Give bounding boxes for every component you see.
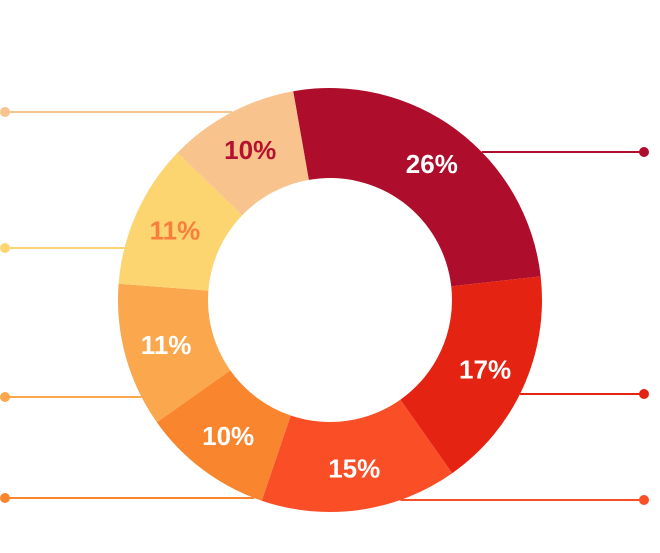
- callout-dot-left-4: [0, 392, 10, 402]
- segment-label-4: 11%: [141, 330, 192, 360]
- donut-segment-3-10%: [156, 370, 291, 501]
- donut-segment-4-11%: [118, 283, 231, 423]
- segment-label-5: 11%: [150, 215, 201, 245]
- donut-segment-0-26%: [293, 88, 541, 287]
- segment-label-6: 10%: [224, 135, 276, 165]
- segment-label-0: 26%: [406, 149, 458, 179]
- donut-segment-1-17%: [400, 276, 542, 474]
- segment-label-1: 17%: [459, 355, 511, 385]
- callout-dot-left-6: [0, 107, 10, 117]
- callout-dot-left-5: [0, 243, 10, 253]
- donut-segments-layer: [118, 88, 542, 512]
- donut-segment-5-11%: [118, 152, 243, 291]
- segment-labels-layer: 26% 17% 15% 10% 11% 11% 10%: [141, 135, 511, 483]
- segment-label-2: 15%: [328, 453, 380, 483]
- callout-dot-right-1: [639, 389, 649, 399]
- donut-segment-2-15%: [261, 399, 453, 512]
- callout-dot-right-0: [639, 147, 649, 157]
- callout-dot-right-2: [639, 495, 649, 505]
- segment-label-3: 10%: [202, 421, 254, 451]
- callout-dot-left-3: [0, 493, 10, 503]
- callout-lines-layer: [0, 107, 649, 505]
- donut-segment-6-10%: [177, 91, 309, 216]
